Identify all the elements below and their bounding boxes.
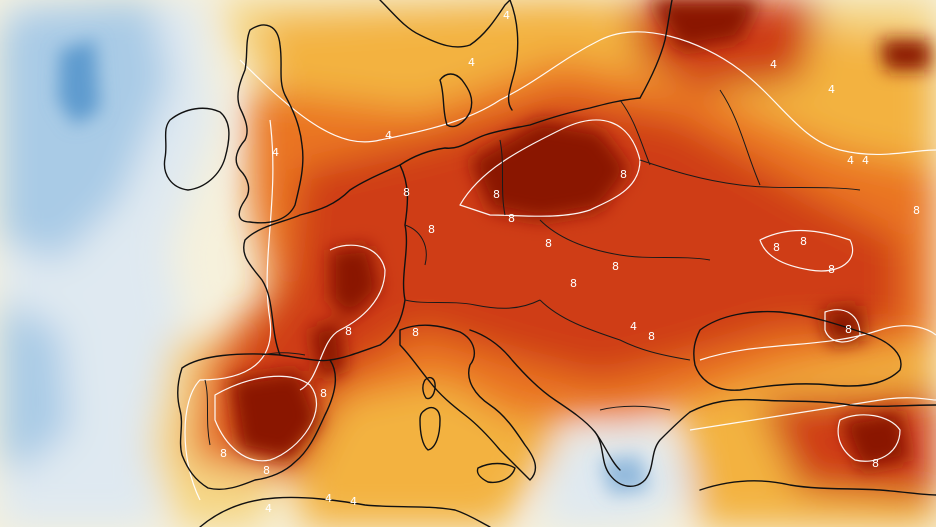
anatolia-coast [689,398,936,413]
baltic-east-coast [639,0,673,99]
isoline-4-west [184,119,274,501]
contour-label-8: 8 [493,188,500,201]
ireland-coast [163,107,230,191]
contour-label-8: 8 [648,330,655,343]
border-greece [599,405,671,411]
contour-label-8: 8 [220,447,227,460]
contour-label-4: 4 [630,320,637,333]
great-britain-coast [235,24,304,224]
isoline-layer [184,31,936,501]
contour-label-8: 8 [263,464,270,477]
sweden-coast [507,0,519,111]
north-africa-coast [199,496,491,527]
isoline-4-turkey [689,397,936,431]
isoline-8-crimea [824,309,861,343]
extreme-crimea-region [820,305,865,345]
contour-label-4: 4 [265,502,272,515]
contour-label-8: 8 [800,235,807,248]
extreme-anatolia-region [840,410,910,470]
contour-label-8: 8 [872,457,879,470]
france-coast [243,164,409,361]
isoline-4-east [699,325,936,361]
contour-label-4: 4 [847,154,854,167]
italy-coast [399,324,537,481]
contour-label-8: 8 [403,186,410,199]
isoline-8-germany [459,119,641,217]
extreme-germany-poland-region [470,120,630,220]
contour-label-8: 8 [620,168,627,181]
contour-label-8: 8 [570,277,577,290]
border-russia [719,89,761,186]
border-portugal [204,379,211,446]
contour-label-4: 4 [862,154,869,167]
contour-label-8: 8 [828,263,835,276]
border-alps [404,299,541,309]
contour-label-8: 8 [612,260,619,273]
contour-label-8: 8 [412,326,419,339]
extreme-france-region [330,245,380,320]
black-sea-coast [693,310,902,391]
cold-atlantic-region [0,0,170,260]
contour-label-4: 4 [350,495,357,508]
contour-label-8: 8 [845,323,852,336]
sardinia-coast [419,407,441,451]
very-hot-central-region [220,100,900,470]
border-balkans [539,299,691,361]
isoline-8-east [759,230,854,272]
contour-label-8: 8 [320,387,327,400]
anatolia-south-coast [699,480,936,496]
border-france-germany [404,224,427,266]
border-belarus [619,99,651,166]
north-sea-coast [399,97,641,166]
extreme-iberia-region [230,370,320,460]
cold-west-region [0,300,70,470]
border-layer [204,89,861,446]
border-central-east [539,219,711,261]
isoline-8-iberia [214,375,317,462]
greece-coast [594,411,691,487]
iberia-coast [177,353,337,490]
adriatic-coast [469,329,621,471]
isoline-8-france [299,244,386,391]
contour-label-4: 4 [828,83,835,96]
contour-labels: 4 4 4 4 4 4 4 4 4 4 4 4 8 8 8 8 8 8 8 8 … [220,9,920,515]
extreme-rhone-region [310,320,345,380]
contour-label-4: 4 [385,129,392,142]
border-germany-poland [499,139,506,216]
corsica-coast [422,376,436,400]
contour-label-8: 8 [428,223,435,236]
denmark-coast [439,73,473,128]
extreme-russia-region [880,40,930,70]
extreme-northeast-region [650,0,760,50]
contour-label-4: 4 [272,146,279,159]
contour-label-4: 4 [770,58,777,71]
contour-label-8: 8 [545,237,552,250]
border-ukraine [639,159,861,191]
contour-label-8: 8 [913,204,920,217]
sicily-coast [476,462,516,484]
contour-label-8: 8 [773,241,780,254]
contour-label-4: 4 [503,9,510,22]
deep-cold-atlantic-region [58,40,100,125]
contour-label-8: 8 [508,212,515,225]
contour-label-8: 8 [345,325,352,338]
isoline-8-anatolia [837,414,901,462]
scandinavia-coast [379,0,511,48]
contour-label-4: 4 [325,492,332,505]
contour-label-4: 4 [468,56,475,69]
isoline-4-north [239,31,936,156]
coastline-layer [163,0,936,527]
border-france-spain [261,352,306,356]
